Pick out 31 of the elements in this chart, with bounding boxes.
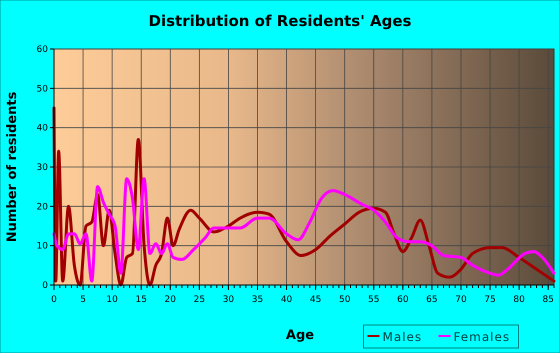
x-tick-label: 15 [135,295,147,305]
chart-title: Distribution of Residents' Ages [148,12,412,30]
x-tick-label: 5 [80,295,86,305]
x-tick-label: 65 [426,295,438,305]
y-tick-label: 50 [36,84,48,94]
x-tick-label: 25 [194,295,206,305]
x-tick-label: 20 [164,295,176,305]
x-tick-label: 55 [368,295,380,305]
x-axis-title: Age [286,328,314,343]
x-tick-label: 75 [484,295,496,305]
x-tick-label: 10 [106,295,118,305]
x-tick-label: 30 [222,295,234,305]
x-tick-label: 40 [280,295,293,305]
y-tick-label: 0 [42,281,48,291]
x-tick-label: 60 [397,295,409,305]
y-tick-label: 60 [36,45,48,55]
legend-label: Males [382,330,422,344]
legend-label: Females [454,330,510,344]
y-tick-label: 20 [36,202,48,212]
x-tick-label: 80 [513,295,526,305]
x-tick-label: 50 [338,295,351,305]
y-axis-title: Number of residents [5,91,20,242]
x-tick-label: 45 [310,295,322,305]
y-tick-label: 30 [36,163,48,173]
line-series [52,177,556,283]
x-tick-label: 70 [455,295,467,305]
y-tick-label: 10 [36,242,48,252]
x-tick-label: 0 [51,295,58,305]
x-tick-label: 35 [252,295,264,305]
x-tick-label: 85 [542,295,554,305]
y-tick-label: 40 [36,124,48,134]
